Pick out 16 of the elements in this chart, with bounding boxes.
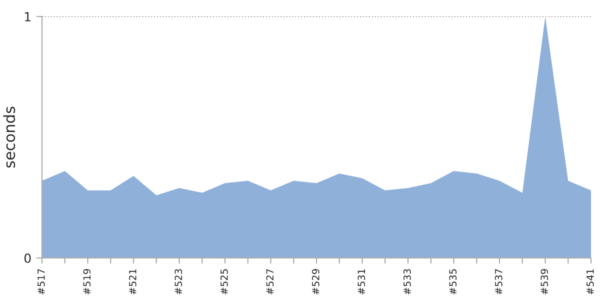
x-tick-label: #517 bbox=[38, 269, 45, 294]
x-tick-label: #529 bbox=[312, 269, 320, 294]
x-tick-label: #541 bbox=[586, 269, 594, 294]
y-tick-label: 0 bbox=[24, 253, 31, 263]
x-tick-label: #531 bbox=[358, 269, 366, 294]
x-tick-label: #539 bbox=[540, 269, 548, 294]
x-tick-label: #519 bbox=[83, 269, 91, 294]
x-tick-label: #521 bbox=[128, 269, 136, 294]
y-tick-label: 1 bbox=[25, 12, 30, 22]
y-axis-title: seconds bbox=[3, 106, 16, 168]
x-tick-label: #527 bbox=[266, 269, 274, 294]
x-tick-label: #523 bbox=[174, 269, 182, 294]
x-tick-label: #535 bbox=[449, 269, 457, 294]
x-tick-label: #537 bbox=[494, 269, 502, 294]
x-tick-label: #525 bbox=[220, 269, 228, 294]
x-tick-label: #533 bbox=[403, 269, 411, 294]
